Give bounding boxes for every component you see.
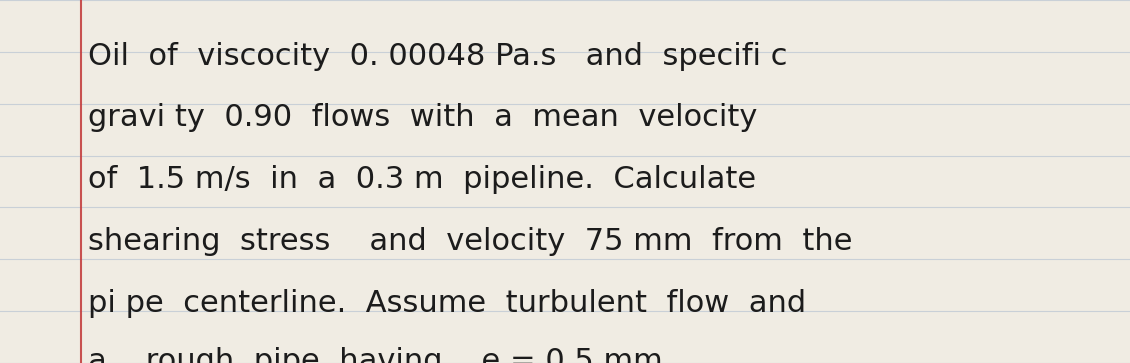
Text: a    rough  pipe  having    e = 0.5 mm .: a rough pipe having e = 0.5 mm . (88, 347, 683, 363)
Text: of  1.5 m/s  in  a  0.3 m  pipeline.  Calculate: of 1.5 m/s in a 0.3 m pipeline. Calculat… (88, 165, 756, 194)
Text: shearing  stress    and  velocity  75 mm  from  the: shearing stress and velocity 75 mm from … (88, 227, 853, 256)
Text: Oil  of  viscocity  0. 00048 Pa.s   and  specifi c: Oil of viscocity 0. 00048 Pa.s and speci… (88, 42, 788, 71)
Text: gravi ty  0.90  flows  with  a  mean  velocity: gravi ty 0.90 flows with a mean velocity (88, 103, 757, 132)
Text: pi pe  centerline.  Assume  turbulent  flow  and: pi pe centerline. Assume turbulent flow … (88, 289, 807, 318)
